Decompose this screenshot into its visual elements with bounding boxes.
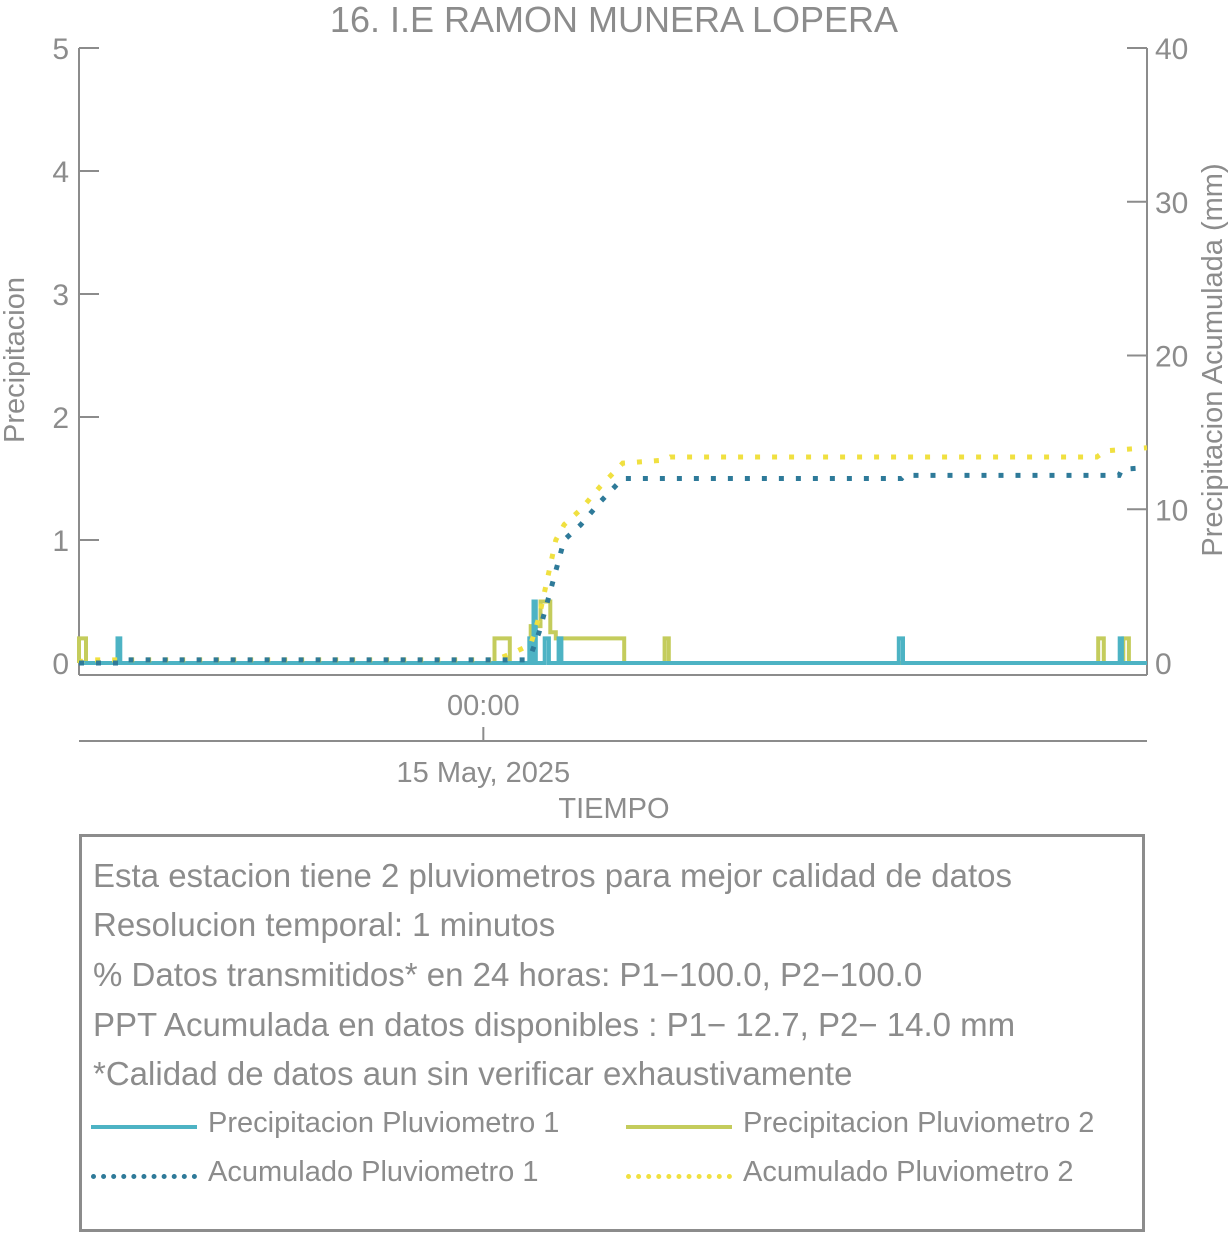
x-tick-label: 00:00: [447, 690, 520, 722]
x-tick-date-label: 15 May, 2025: [397, 757, 571, 789]
series-4: [77, 445, 1148, 666]
y-right-tick-label: 30: [1155, 187, 1188, 220]
series-1: [79, 599, 1147, 665]
precipitation-chart: 16. I.E RAMON MUNERA LOPERA 0 1 2 3 4 5 0 10 20…: [0, 0, 1229, 825]
series-2: [77, 599, 1147, 665]
y-axis-right-label: Precipitacion Acumulada (mm): [1197, 163, 1229, 556]
y-right-tick-label: 40: [1155, 33, 1188, 66]
legend-swatch-precip-p1: [91, 1125, 197, 1129]
x-axis-label: TIEMPO: [558, 793, 669, 825]
info-line-stations: Esta estacion tiene 2 pluviometros para …: [93, 857, 1013, 894]
info-line-resolution: Resolucion temporal: 1 minutos: [93, 906, 556, 943]
info-panel: Esta estacion tiene 2 pluviometros para …: [79, 834, 1145, 1232]
y-left-tick-label: 5: [52, 33, 69, 66]
chart-title: 16. I.E RAMON MUNERA LOPERA: [330, 0, 898, 40]
legend-swatch-accum-p1: [91, 1174, 197, 1179]
legend-label-precip-p2: Precipitacion Pluviometro 2: [743, 1107, 1095, 1139]
y-right-tick-label: 10: [1155, 494, 1188, 527]
y-left-tick-label: 3: [52, 279, 69, 312]
y-left-tick-label: 4: [52, 156, 69, 189]
legend-label-accum-p2: Acumulado Pluviometro 2: [743, 1156, 1074, 1188]
info-line-transmitted: % Datos transmitidos* en 24 horas: P1−10…: [93, 956, 923, 993]
series-3: [79, 465, 1148, 666]
info-line-quality-note: *Calidad de datos aun sin verificar exha…: [93, 1055, 853, 1092]
y-axis-left-ticks: 0 1 2 3 4 5: [52, 33, 99, 681]
y-left-tick-label: 2: [52, 402, 69, 435]
y-axis-right-ticks: 0 10 20 30 40: [1127, 33, 1188, 681]
series-layer: [77, 445, 1148, 666]
legend-swatch-accum-p2: [626, 1174, 732, 1179]
legend-label-accum-p1: Acumulado Pluviometro 1: [208, 1156, 539, 1188]
y-right-tick-label: 20: [1155, 341, 1188, 374]
legend-label-precip-p1: Precipitacion Pluviometro 1: [208, 1107, 560, 1139]
legend-swatch-precip-p2: [626, 1125, 732, 1129]
y-left-tick-label: 1: [52, 525, 69, 558]
y-axis-left-label: Precipitacion: [0, 277, 31, 443]
y-left-tick-label: 0: [52, 648, 69, 681]
info-line-accumulated: PPT Acumulada en datos disponibles : P1−…: [93, 1006, 1016, 1043]
y-right-tick-label: 0: [1155, 648, 1172, 681]
